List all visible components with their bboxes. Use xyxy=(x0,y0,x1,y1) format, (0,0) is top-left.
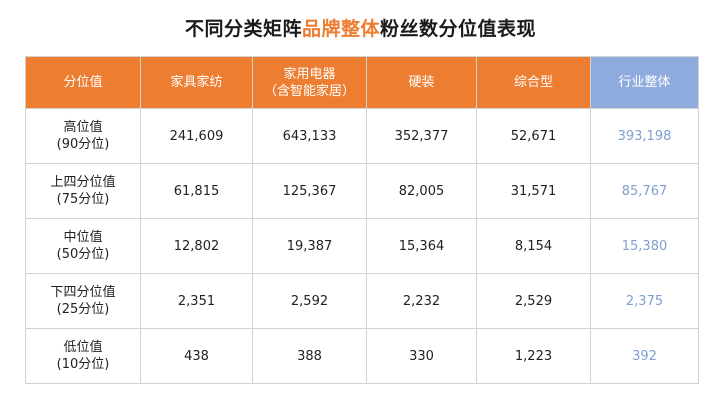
title-suffix: 粉丝数分位值表现 xyxy=(380,18,537,40)
table-cell-overall: 15,380 xyxy=(590,218,699,274)
title-prefix: 不同分类矩阵 xyxy=(184,18,302,40)
table-cell: 8,154 xyxy=(476,218,591,274)
row-label: 上四分位值 (75分位) xyxy=(25,163,141,219)
table-cell: 388 xyxy=(252,328,367,384)
header-integrated: 综合型 xyxy=(476,56,591,109)
table-cell: 241,609 xyxy=(140,108,253,164)
table-cell: 15,364 xyxy=(366,218,477,274)
page-title: 不同分类矩阵品牌整体粉丝数分位值表现 xyxy=(0,14,721,41)
header-hardware: 硬装 xyxy=(366,56,477,109)
table-cell: 2,592 xyxy=(252,273,367,329)
header-percentile: 分位值 xyxy=(25,56,141,109)
table-cell: 12,802 xyxy=(140,218,253,274)
table-cell: 52,671 xyxy=(476,108,591,164)
row-label: 高位值 (90分位) xyxy=(25,108,141,164)
table-row: 上四分位值 (75分位) 61,815 125,367 82,005 31,571… xyxy=(25,163,699,219)
table-cell-overall: 393,198 xyxy=(590,108,699,164)
table-cell: 330 xyxy=(366,328,477,384)
table-cell: 82,005 xyxy=(366,163,477,219)
table-row: 下四分位值 (25分位) 2,351 2,592 2,232 2,529 2,37… xyxy=(25,273,699,329)
table-cell: 61,815 xyxy=(140,163,253,219)
table-cell: 643,133 xyxy=(252,108,367,164)
percentile-table: 分位值 家具家纺 家用电器 （含智能家居） 硬装 综合型 行业整体 高位值 (90分… xyxy=(25,56,699,384)
row-label: 中位值 (50分位) xyxy=(25,218,141,274)
table-cell: 2,351 xyxy=(140,273,253,329)
table-cell: 438 xyxy=(140,328,253,384)
table-cell: 2,529 xyxy=(476,273,591,329)
table-row: 低位值 (10分位) 438 388 330 1,223 392 xyxy=(25,328,699,384)
table-cell-overall: 85,767 xyxy=(590,163,699,219)
table-cell: 352,377 xyxy=(366,108,477,164)
table-row: 中位值 (50分位) 12,802 19,387 15,364 8,154 15,… xyxy=(25,218,699,274)
table-cell: 1,223 xyxy=(476,328,591,384)
table-cell-overall: 2,375 xyxy=(590,273,699,329)
row-label: 下四分位值 (25分位) xyxy=(25,273,141,329)
table-cell: 19,387 xyxy=(252,218,367,274)
header-industry-overall: 行业整体 xyxy=(590,56,699,109)
header-row: 分位值 家具家纺 家用电器 （含智能家居） 硬装 综合型 行业整体 xyxy=(25,56,699,109)
table-row: 高位值 (90分位) 241,609 643,133 352,377 52,671… xyxy=(25,108,699,164)
table-cell-overall: 392 xyxy=(590,328,699,384)
table-cell: 31,571 xyxy=(476,163,591,219)
header-appliances: 家用电器 （含智能家居） xyxy=(252,56,367,109)
header-furniture: 家具家纺 xyxy=(140,56,253,109)
table-cell: 125,367 xyxy=(252,163,367,219)
title-highlight: 品牌整体 xyxy=(301,18,380,40)
table-cell: 2,232 xyxy=(366,273,477,329)
row-label: 低位值 (10分位) xyxy=(25,328,141,384)
